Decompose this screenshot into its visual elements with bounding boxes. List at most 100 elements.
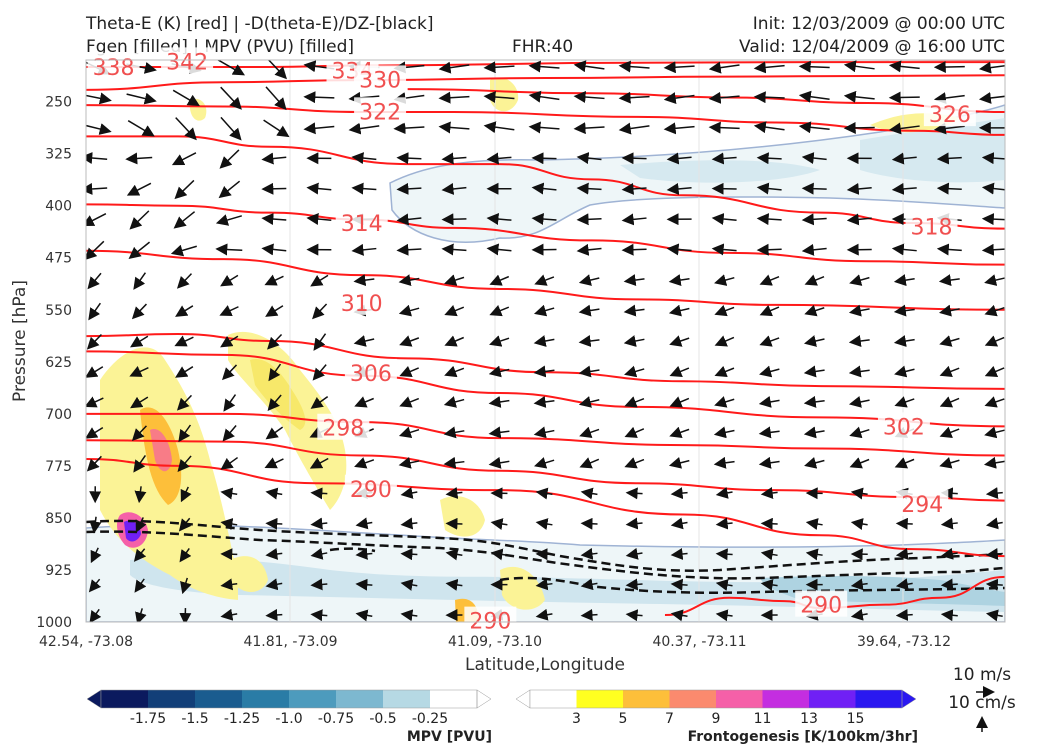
wind-vector: [939, 365, 960, 378]
wind-vector: [348, 122, 380, 135]
wind-vector: [172, 89, 200, 106]
wind-vector: [895, 547, 913, 560]
wind-vector: [310, 609, 328, 622]
wind-vector: [534, 274, 555, 286]
wind-vector: [175, 305, 194, 317]
wind-vector: [711, 243, 737, 256]
wind-vector: [711, 152, 737, 165]
wind-vector: [396, 243, 422, 256]
wind-vector: [400, 487, 418, 499]
wind-vector: [88, 578, 102, 593]
wind-vector: [535, 518, 553, 530]
colorbar-end-right: [901, 689, 917, 709]
y-tick-label: 250: [45, 95, 72, 111]
wind-vector: [441, 182, 467, 195]
wind-vector: [803, 426, 825, 439]
wind-vector: [981, 213, 1005, 226]
theta-e-label: 310: [341, 292, 383, 317]
wind-vector: [265, 86, 287, 111]
wind-vector: [801, 213, 827, 226]
wind-vector: [758, 395, 780, 408]
colorbar-tick: 15: [847, 711, 865, 727]
wind-vector: [531, 213, 557, 226]
wind-vector: [621, 243, 647, 256]
wind-vector: [488, 456, 510, 469]
wind-vector: [220, 274, 239, 287]
wind-vector: [265, 608, 283, 621]
wind-vector: [985, 548, 1003, 560]
wind-vector: [265, 305, 284, 317]
wind-vector: [895, 608, 913, 621]
wind-vector: [135, 517, 147, 533]
wind-vector: [624, 457, 645, 469]
colorbar-tick: -1.5: [181, 711, 208, 727]
wind-vector: [580, 487, 598, 500]
wind-vector: [261, 152, 287, 165]
wind-vector: [891, 152, 917, 165]
wind-vector: [178, 517, 192, 532]
wind-vector: [310, 274, 329, 287]
wind-vector: [351, 182, 377, 195]
wind-vector: [666, 152, 692, 165]
wind-vector: [533, 426, 555, 439]
wind-vector: [355, 517, 373, 530]
wind-vector: [668, 456, 690, 469]
contour-label-bg: [905, 212, 958, 239]
colorbar-swatch: [716, 690, 763, 708]
wind-vector: [579, 457, 600, 469]
plot-frame: [85, 59, 1006, 623]
wind-vector: [173, 211, 196, 229]
wind-vector: [483, 61, 515, 74]
wind-vector: [714, 304, 735, 317]
wind-vector: [759, 274, 780, 286]
wind-vector: [938, 304, 960, 317]
wind-vector: [849, 274, 870, 286]
wind-vector: [985, 578, 1003, 591]
wind-vector: [86, 396, 104, 408]
colorbar-swatch: [530, 690, 577, 708]
wind-vector: [312, 364, 327, 381]
wind-vector: [804, 457, 825, 469]
wind-vector: [621, 213, 647, 226]
wind-vector: [219, 149, 240, 169]
wind-vector: [940, 609, 958, 622]
wind-vector: [624, 365, 645, 378]
wind-vector: [714, 396, 735, 408]
wind-vector: [86, 213, 107, 227]
wind-vector: [180, 486, 192, 503]
wind-vector: [221, 364, 238, 381]
wind-vector: [618, 60, 650, 73]
wind-vector: [131, 303, 147, 320]
wind-vector: [578, 304, 600, 317]
wind-vector: [313, 333, 327, 351]
colorbar-frame: [100, 689, 478, 709]
wind-vector: [438, 91, 470, 104]
wind-vector: [396, 213, 422, 226]
wind-vector: [445, 578, 463, 591]
wind-vector: [398, 304, 420, 317]
wind-vector: [708, 121, 740, 134]
colorbar-swatch: [669, 690, 717, 708]
wind-vector: [803, 365, 825, 378]
wind-vector: [215, 243, 243, 256]
wind-vector: [618, 91, 650, 104]
wind-vector: [893, 304, 915, 317]
wind-vector: [760, 578, 778, 591]
wind-vector: [580, 517, 598, 530]
wind-vector: [940, 578, 958, 591]
wind-vector: [708, 61, 740, 74]
wind-vector: [760, 548, 778, 561]
wind-vector: [220, 608, 238, 621]
colorbar-swatch: [289, 690, 337, 708]
contour-label-bg: [464, 606, 517, 633]
wind-vector: [625, 609, 643, 622]
wind-vector: [489, 335, 510, 347]
wind-vector: [894, 365, 915, 378]
stability-contour-3: [499, 576, 1005, 594]
wind-vector: [623, 274, 645, 287]
wind-vector: [756, 152, 782, 165]
x-tick-label: 41.09, -73.10: [448, 634, 542, 650]
wind-vector: [753, 91, 785, 104]
wind-vector: [578, 365, 600, 378]
wind-vector: [848, 396, 870, 408]
